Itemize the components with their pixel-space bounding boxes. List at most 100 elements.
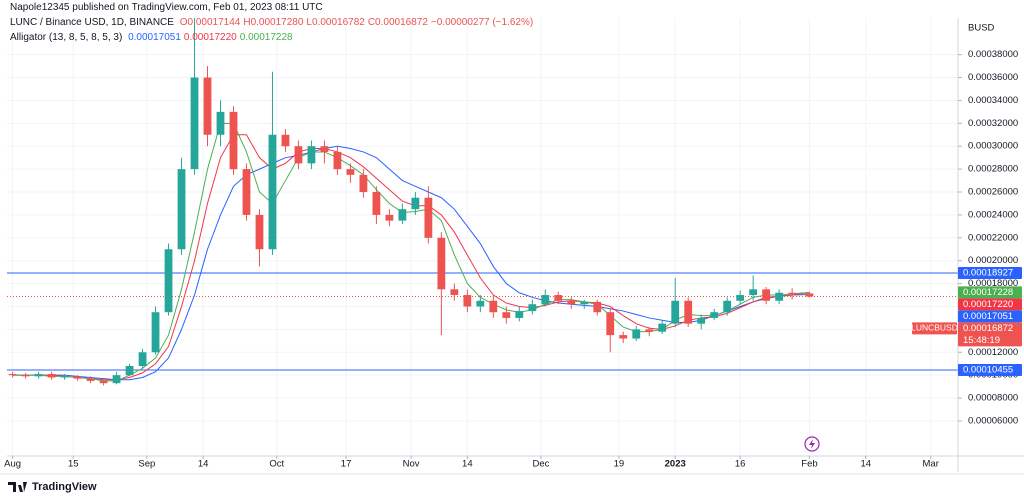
candle-body bbox=[437, 237, 446, 290]
candle-body bbox=[658, 323, 667, 332]
y-tick-label: 0.00026000 bbox=[968, 187, 1018, 198]
price-tag-label: 0.00017220 bbox=[963, 299, 1013, 310]
indicator-value: 0.00017228 bbox=[239, 32, 293, 43]
candle-body bbox=[749, 289, 758, 296]
y-tick-label: 0.00018000 bbox=[968, 278, 1018, 289]
price-tag bbox=[958, 322, 1022, 347]
price-tag bbox=[958, 266, 1022, 279]
indicator: Alligator (13, 8, 5, 8, 5, 3) bbox=[10, 32, 123, 43]
price-tags: 0.00018927 0.000172280.000172200.00017051… bbox=[911, 266, 1022, 376]
candle-body bbox=[125, 366, 134, 376]
candle-body bbox=[632, 329, 641, 339]
candle-body bbox=[619, 335, 628, 339]
candle-body bbox=[723, 300, 732, 313]
y-tick-label: 0.00036000 bbox=[968, 72, 1018, 83]
candle-body bbox=[255, 214, 264, 250]
candle-body bbox=[60, 376, 69, 378]
y-tick-label: 0.00028000 bbox=[968, 164, 1018, 175]
price-tag-label: 0.00018927 bbox=[963, 267, 1013, 278]
candle-body bbox=[372, 192, 381, 215]
candle-body bbox=[203, 77, 212, 135]
ohlc-value: H0.00017280 bbox=[243, 17, 304, 28]
candle-body bbox=[281, 134, 290, 147]
price-tag-label: 0.00010455 bbox=[963, 364, 1013, 375]
x-tick-label: 17 bbox=[341, 459, 352, 470]
price-tag bbox=[958, 310, 1022, 323]
candle-body bbox=[606, 312, 615, 336]
indicator-value: 0.00017051 bbox=[128, 32, 181, 43]
symbol: LUNC / Binance USD, 1D, BINANCE bbox=[10, 17, 174, 28]
candle-body bbox=[229, 111, 238, 170]
candle-body bbox=[567, 300, 576, 305]
y-tick-label: 0.00030000 bbox=[968, 141, 1018, 152]
x-tick-label: Dec bbox=[533, 459, 550, 470]
candle-body bbox=[333, 151, 342, 170]
candle-body bbox=[805, 293, 814, 297]
y-tick-label: 0.00038000 bbox=[968, 49, 1018, 60]
candle-body bbox=[515, 311, 524, 318]
candle-body bbox=[138, 352, 147, 367]
x-tick-label: Aug bbox=[4, 459, 21, 470]
candle-body bbox=[242, 169, 251, 215]
price-tag bbox=[958, 363, 1022, 376]
candle-body bbox=[411, 197, 420, 210]
candle-body bbox=[593, 301, 602, 313]
candle-body bbox=[645, 329, 654, 332]
candle-body bbox=[489, 300, 498, 313]
candle-body bbox=[580, 301, 589, 305]
x-tick-label: Oct bbox=[269, 459, 284, 470]
candle-body bbox=[320, 146, 329, 152]
footer-logo: TradingView bbox=[8, 481, 97, 493]
indicator-line: Alligator (13, 8, 5, 8, 5, 3) 0.00017051… bbox=[10, 32, 296, 43]
candle-body bbox=[21, 375, 30, 377]
candle-body bbox=[671, 300, 680, 324]
candle-body bbox=[476, 300, 485, 307]
x-tick-label: 2023 bbox=[665, 459, 686, 470]
x-tick-label: 16 bbox=[735, 459, 746, 470]
candle-body bbox=[398, 209, 407, 221]
candle-body bbox=[502, 312, 511, 318]
candle-body bbox=[450, 289, 459, 296]
ohlc-value: O0.00017144 bbox=[179, 17, 241, 28]
symbol-line: LUNC / Binance USD, 1D, BINANCE O0.00017… bbox=[10, 17, 536, 28]
x-tick-label: Feb bbox=[801, 459, 817, 470]
x-tick-label: 14 bbox=[462, 459, 473, 470]
candle-body bbox=[762, 289, 771, 301]
price-tag bbox=[958, 298, 1022, 311]
y-tick-label: 0.00006000 bbox=[968, 415, 1018, 426]
y-tick-label: 0.00008000 bbox=[968, 393, 1018, 404]
candle-body bbox=[86, 378, 95, 381]
ohlc-value: C0.00016872 bbox=[367, 17, 428, 28]
x-tick-label: Nov bbox=[403, 459, 420, 470]
event-bolt bbox=[809, 439, 815, 449]
candle-body bbox=[684, 300, 693, 324]
candle-body bbox=[346, 169, 355, 175]
y-tick-label: 0.00034000 bbox=[968, 95, 1018, 106]
candle-body bbox=[112, 375, 121, 384]
candle-body bbox=[385, 214, 394, 221]
candle-body bbox=[541, 295, 550, 305]
candle-body bbox=[424, 197, 433, 238]
author-line: Napole12345 published on TradingView.com… bbox=[10, 2, 323, 13]
candle-body bbox=[8, 374, 17, 376]
candle-body bbox=[164, 249, 173, 313]
indicator-line bbox=[12, 134, 810, 381]
candle-body bbox=[99, 380, 108, 384]
symbol-tag-label: LUNCBUSD bbox=[911, 323, 958, 333]
symbol-tag bbox=[912, 322, 957, 335]
y-tick-label: 0.00022000 bbox=[968, 232, 1018, 243]
candle-body bbox=[528, 304, 537, 312]
price-tag bbox=[958, 286, 1022, 299]
y-tick-label: 0.00020000 bbox=[968, 255, 1018, 266]
plot-area bbox=[7, 18, 958, 386]
candle-body bbox=[151, 312, 160, 353]
candle-body bbox=[788, 292, 797, 294]
footer-text: TradingView bbox=[32, 481, 97, 493]
candle-body bbox=[190, 77, 199, 170]
candle-body bbox=[177, 169, 186, 250]
price-tag-label: 15:48:19 bbox=[963, 335, 1000, 346]
ohlc-value: L0.00016782 bbox=[306, 17, 365, 28]
